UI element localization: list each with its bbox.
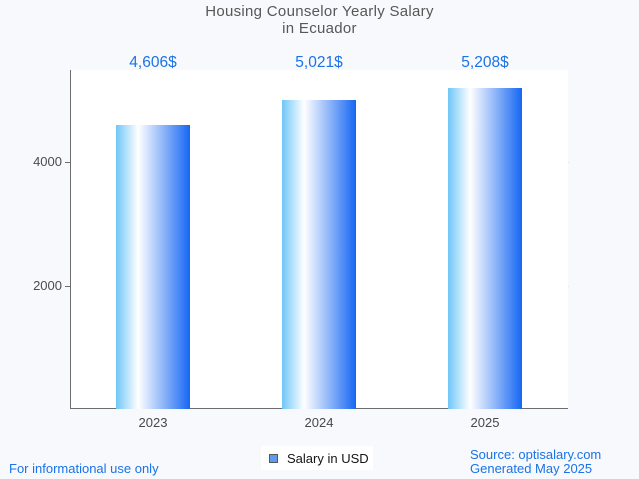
chart-title-line-2: in Ecuador (282, 20, 357, 37)
value-label-2024: 5,021$ (295, 54, 343, 71)
source-attribution: Source: optisalary.com Generated May 202… (470, 448, 601, 476)
y-axis-label-2000: 2000 (33, 278, 62, 293)
legend: Salary in USD (261, 446, 373, 470)
y-axis-tick-2000 (65, 286, 70, 287)
y-axis-label-4000: 4000 (33, 154, 62, 169)
generated-date: Generated May 2025 (470, 461, 593, 476)
x-axis-label-2025: 2025 (470, 415, 500, 430)
disclaimer-text: For informational use only (9, 461, 159, 476)
legend-label: Salary in USD (287, 450, 369, 466)
bar-2023[interactable] (116, 125, 190, 409)
bar-2025[interactable] (448, 88, 522, 409)
y-axis-tick-4000 (65, 162, 70, 163)
bar-2024[interactable] (282, 100, 356, 409)
source-link[interactable]: Source: optisalary.com (470, 447, 602, 462)
chart-title: Housing Counselor Yearly Salary in Ecuad… (0, 3, 639, 37)
x-axis-label-2024: 2024 (304, 415, 334, 430)
chart-title-line-1: Housing Counselor Yearly Salary (205, 3, 434, 20)
legend-swatch-icon (269, 453, 278, 463)
x-axis-label-2023: 2023 (138, 415, 168, 430)
value-label-2025: 5,208$ (461, 54, 509, 71)
value-label-2023: 4,606$ (129, 54, 177, 71)
